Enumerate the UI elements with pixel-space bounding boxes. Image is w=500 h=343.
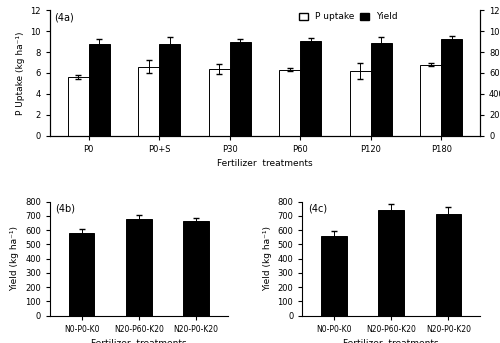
Bar — [68, 233, 94, 316]
Text: (4a): (4a) — [54, 13, 74, 23]
Bar — [184, 222, 209, 316]
Bar — [378, 210, 404, 316]
X-axis label: Fertilizer  treatments: Fertilizer treatments — [344, 339, 439, 343]
Bar — [441, 38, 462, 136]
Bar — [160, 44, 180, 136]
X-axis label: Fertilizer  treatments: Fertilizer treatments — [217, 159, 313, 168]
Bar — [420, 64, 441, 136]
Text: (4b): (4b) — [56, 204, 76, 214]
Bar — [321, 236, 346, 316]
Bar — [300, 40, 322, 136]
Y-axis label: Yield (kg ha⁻¹): Yield (kg ha⁻¹) — [263, 226, 272, 291]
Bar — [126, 220, 152, 316]
Y-axis label: P Uptake (kg ha⁻¹): P Uptake (kg ha⁻¹) — [16, 31, 25, 115]
Bar — [279, 70, 300, 136]
X-axis label: Fertilizer  treatments: Fertilizer treatments — [91, 339, 186, 343]
Y-axis label: Yield (kg ha⁻¹): Yield (kg ha⁻¹) — [10, 226, 20, 291]
Bar — [68, 77, 89, 136]
Bar — [436, 214, 462, 316]
Bar — [208, 69, 230, 136]
Bar — [89, 44, 110, 136]
Bar — [138, 67, 160, 136]
Bar — [230, 42, 251, 136]
Bar — [370, 43, 392, 136]
Legend: P uptake, Yield: P uptake, Yield — [299, 12, 398, 21]
Bar — [350, 71, 370, 136]
Text: (4c): (4c) — [308, 204, 327, 214]
